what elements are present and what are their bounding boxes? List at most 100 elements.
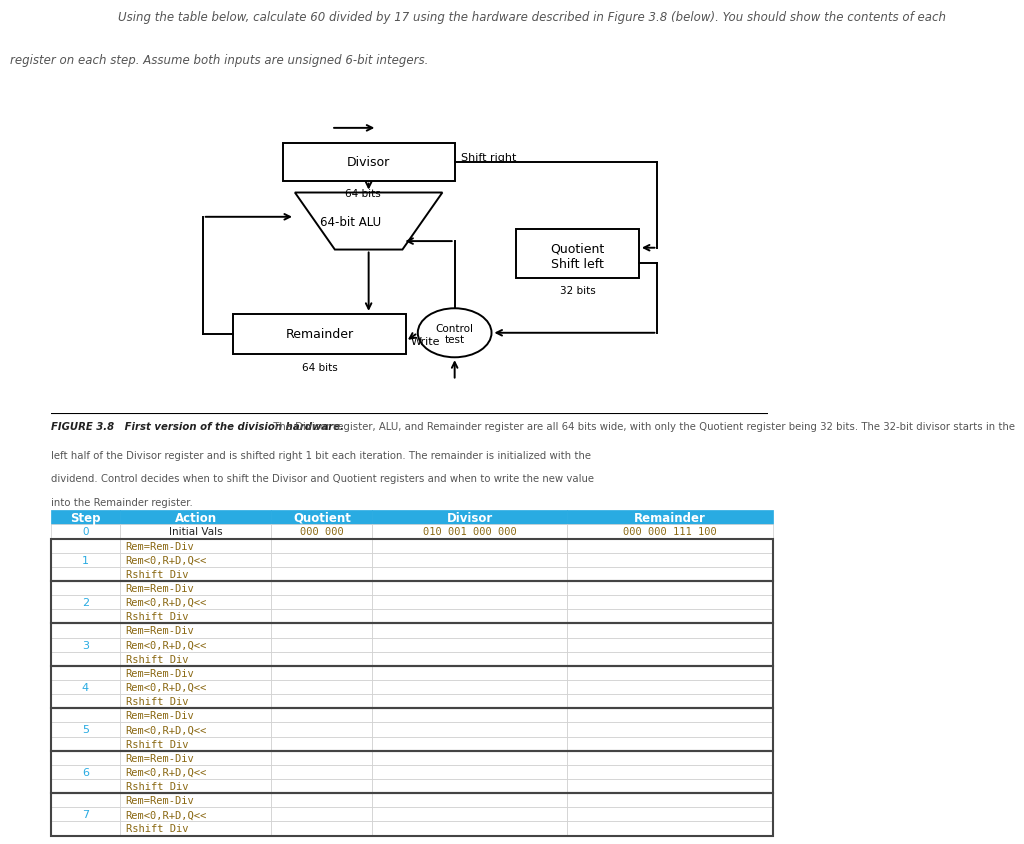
Bar	[373, 624, 567, 638]
Text: FIGURE 3.8   First version of the division hardware.: FIGURE 3.8 First version of the division…	[51, 421, 344, 431]
Bar	[120, 638, 271, 652]
Bar	[120, 624, 271, 638]
Text: 010 001 000 000: 010 001 000 000	[423, 527, 517, 537]
Bar	[51, 538, 120, 553]
Bar	[51, 582, 120, 595]
Text: Rem<0,R+D,Q<<: Rem<0,R+D,Q<<	[126, 555, 207, 565]
Bar	[51, 722, 120, 737]
Bar	[51, 624, 120, 638]
Bar	[567, 722, 773, 737]
Bar	[271, 737, 373, 751]
Bar	[271, 695, 373, 708]
Text: Rem<0,R+D,Q<<: Rem<0,R+D,Q<<	[126, 682, 207, 692]
Bar	[51, 609, 120, 624]
Bar	[271, 808, 373, 821]
Bar	[567, 666, 773, 680]
Text: The Divisor register, ALU, and Remainder register are all 64 bits wide, with onl: The Divisor register, ALU, and Remainder…	[270, 421, 1015, 431]
Bar	[567, 793, 773, 808]
Bar	[373, 582, 567, 595]
Bar	[373, 511, 567, 525]
Bar	[51, 511, 120, 525]
Text: 000 000 111 100: 000 000 111 100	[624, 527, 717, 537]
Bar	[567, 695, 773, 708]
Bar	[567, 765, 773, 779]
Bar	[120, 765, 271, 779]
Bar	[51, 567, 120, 582]
Bar	[516, 230, 639, 279]
Text: Quotient: Quotient	[551, 242, 604, 255]
Bar	[373, 638, 567, 652]
Bar	[51, 737, 120, 751]
Bar	[271, 525, 373, 538]
Bar	[271, 624, 373, 638]
Text: Control: Control	[435, 323, 474, 333]
Bar	[271, 609, 373, 624]
Bar	[120, 751, 271, 765]
Text: Rem<0,R+D,Q<<: Rem<0,R+D,Q<<	[126, 640, 207, 650]
Bar	[373, 595, 567, 609]
Bar	[51, 652, 120, 666]
Text: Rem<0,R+D,Q<<: Rem<0,R+D,Q<<	[126, 725, 207, 734]
Bar	[373, 708, 567, 722]
Text: 4: 4	[82, 682, 89, 692]
Bar	[271, 765, 373, 779]
Bar	[283, 143, 455, 181]
Bar	[120, 666, 271, 680]
Bar	[271, 638, 373, 652]
Bar	[51, 793, 773, 836]
Bar	[271, 680, 373, 695]
Bar	[373, 525, 567, 538]
Bar	[373, 808, 567, 821]
Bar	[233, 314, 406, 354]
Bar	[271, 666, 373, 680]
Bar	[120, 737, 271, 751]
Bar	[51, 680, 120, 695]
Bar	[271, 538, 373, 553]
Bar	[120, 553, 271, 567]
Bar	[567, 652, 773, 666]
Text: Rem=Rem-Div: Rem=Rem-Div	[126, 541, 195, 551]
Text: Rshift Div: Rshift Div	[126, 696, 188, 706]
Text: 64 bits: 64 bits	[302, 362, 337, 372]
Bar	[51, 765, 120, 779]
Bar	[271, 652, 373, 666]
Bar	[373, 821, 567, 836]
Polygon shape	[295, 193, 442, 250]
Bar	[271, 553, 373, 567]
Bar	[51, 553, 120, 567]
Bar	[51, 751, 120, 765]
Text: 7: 7	[82, 809, 89, 820]
Text: Rem<0,R+D,Q<<: Rem<0,R+D,Q<<	[126, 767, 207, 777]
Bar	[567, 624, 773, 638]
Bar	[120, 609, 271, 624]
Bar	[271, 708, 373, 722]
Text: Step: Step	[71, 511, 100, 524]
Bar	[373, 722, 567, 737]
Text: Divisor: Divisor	[347, 156, 390, 169]
Bar	[567, 553, 773, 567]
Bar	[567, 821, 773, 836]
Bar	[51, 751, 773, 793]
Text: register on each step. Assume both inputs are unsigned 6-bit integers.: register on each step. Assume both input…	[10, 54, 429, 67]
Bar	[120, 680, 271, 695]
Bar	[51, 821, 120, 836]
Text: Write: Write	[411, 337, 440, 347]
Text: test: test	[444, 335, 465, 344]
Bar	[120, 582, 271, 595]
Bar	[51, 538, 773, 582]
Bar	[373, 737, 567, 751]
Text: Initial Vals: Initial Vals	[169, 527, 222, 537]
Bar	[567, 638, 773, 652]
Text: 5: 5	[82, 725, 89, 734]
Text: Action: Action	[174, 511, 217, 524]
Bar	[51, 624, 773, 666]
Text: Rem<0,R+D,Q<<: Rem<0,R+D,Q<<	[126, 598, 207, 608]
Text: 000 000: 000 000	[300, 527, 344, 537]
Text: Rshift Div: Rshift Div	[126, 654, 188, 664]
Bar	[271, 511, 373, 525]
Bar	[271, 595, 373, 609]
Text: 3: 3	[82, 640, 89, 650]
Text: Using the table below, calculate 60 divided by 17 using the hardware described i: Using the table below, calculate 60 divi…	[118, 11, 946, 24]
Bar	[271, 821, 373, 836]
Text: Remainder: Remainder	[286, 328, 353, 341]
